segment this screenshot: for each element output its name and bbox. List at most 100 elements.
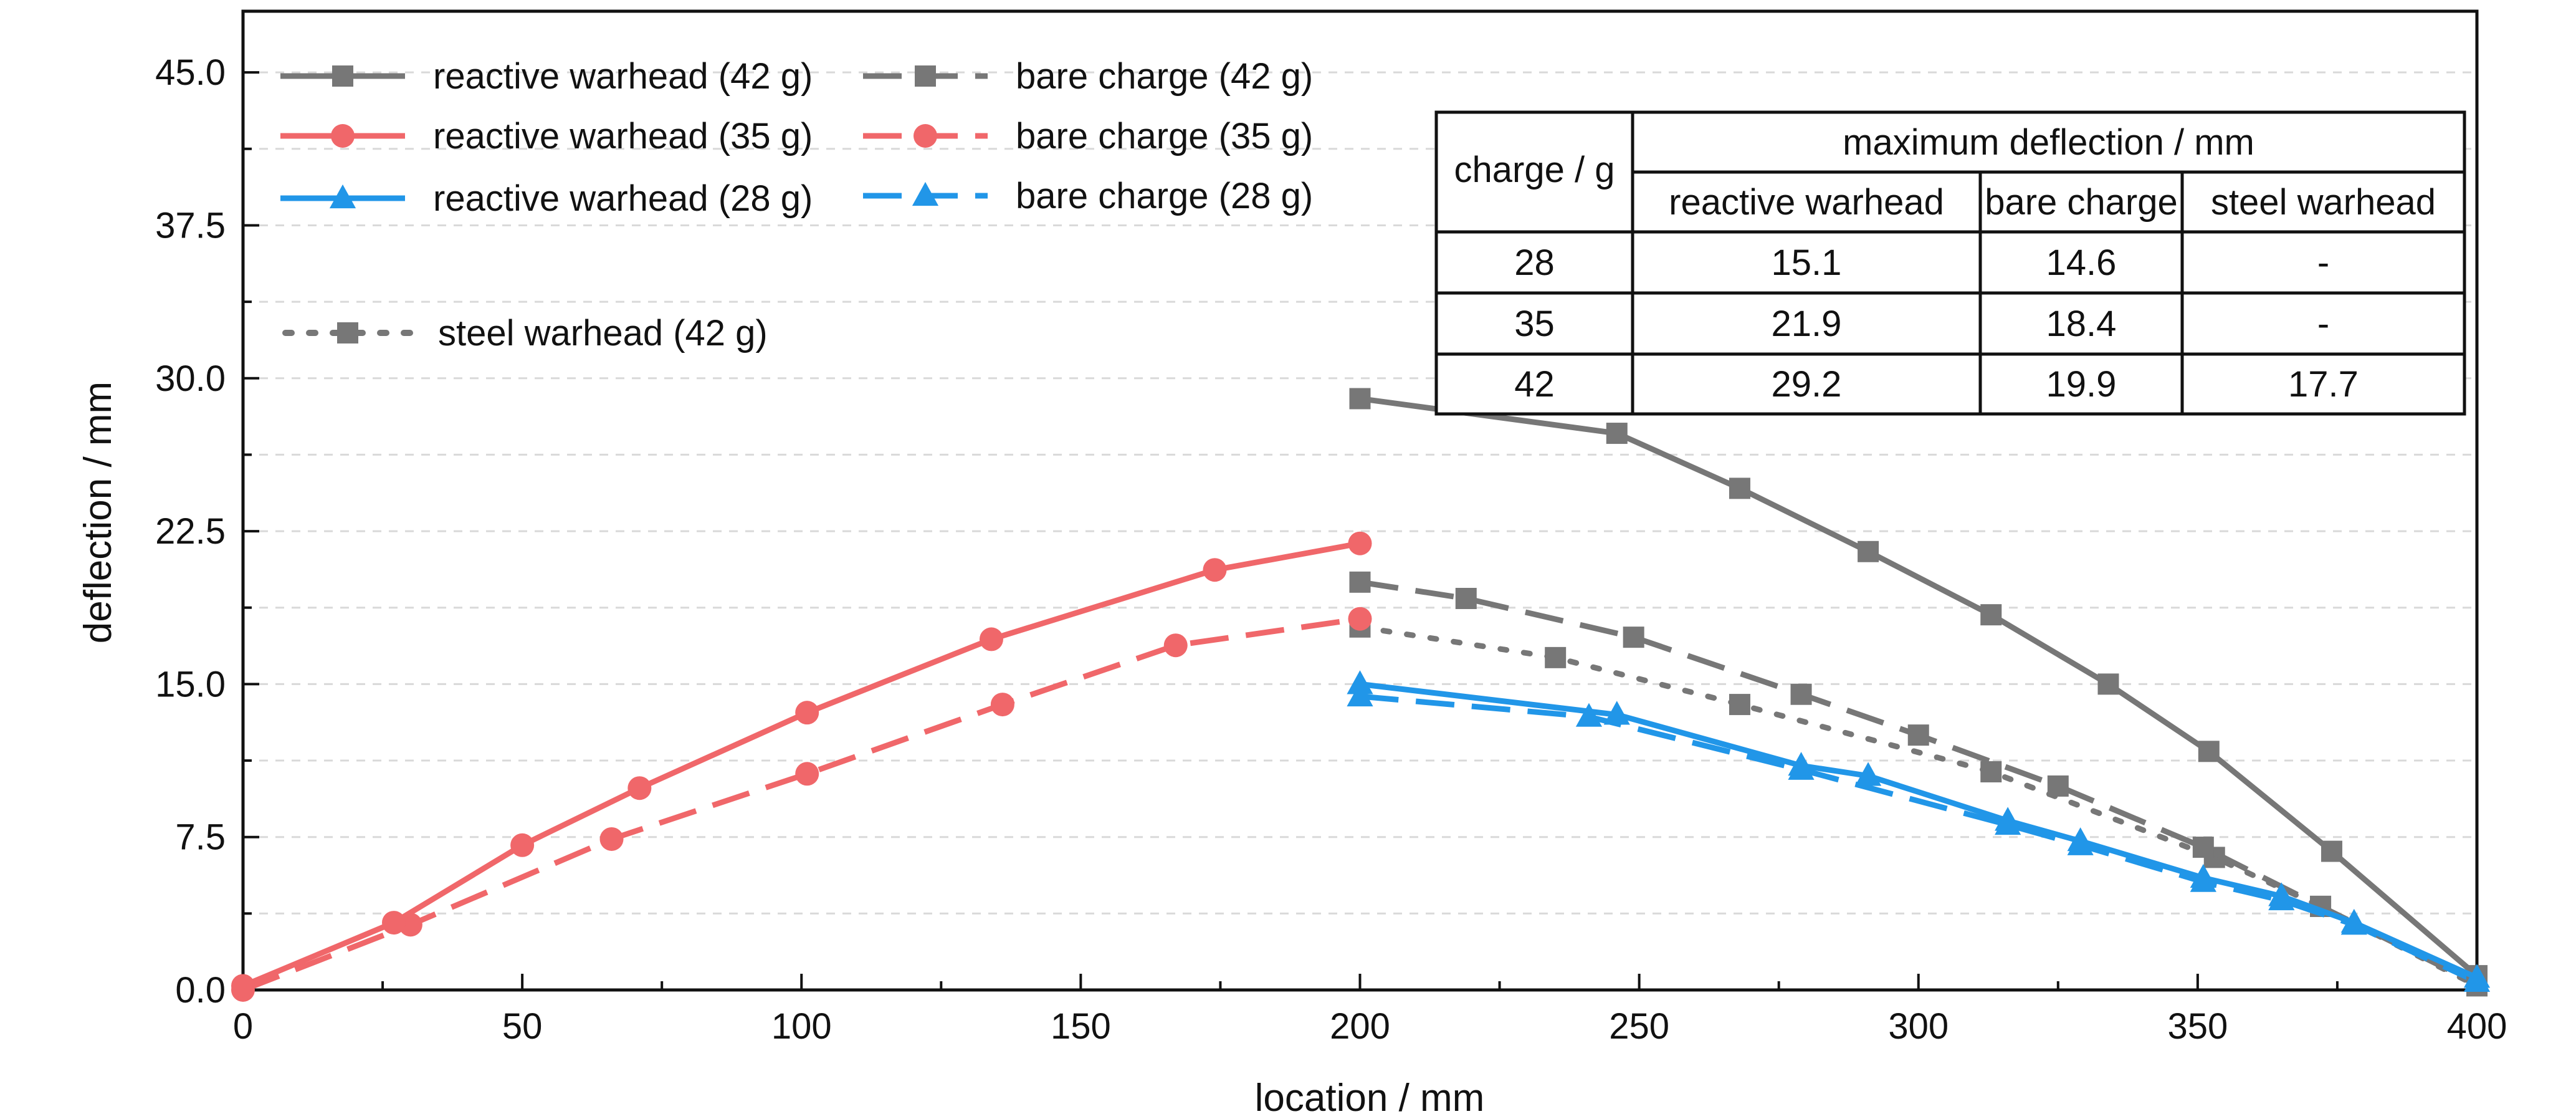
series-line (242, 540, 1361, 989)
legend-marker (331, 124, 355, 148)
legend-entry: reactive warhead (35 g) (280, 116, 813, 156)
max-deflection-table: charge / g maximum deflection / mm reactiv… (1434, 110, 2466, 416)
data-point (2067, 827, 2094, 852)
x-tick-label: 200 (1330, 1006, 1390, 1047)
legend-marker (332, 65, 353, 87)
data-point (1348, 607, 1372, 631)
legend-label: bare charge (35 g) (1016, 116, 1313, 156)
data-point (1606, 423, 1628, 444)
data-point (2321, 840, 2342, 862)
x-tick-label: 0 (233, 1006, 253, 1047)
data-point (1349, 571, 1371, 593)
table-cell: 35 (1514, 304, 1555, 344)
data-point (2190, 863, 2216, 888)
x-tick-label: 400 (2447, 1006, 2507, 1047)
table-border (1434, 110, 2466, 416)
data-point (990, 693, 1014, 717)
y-tick-label: 15.0 (155, 664, 226, 704)
legend-marker (914, 124, 937, 148)
table-cell: 17.7 (2288, 364, 2359, 405)
data-point (2097, 673, 2119, 695)
legend-label: bare charge (28 g) (1016, 176, 1313, 216)
data-point (1603, 701, 1630, 725)
table-cell: 29.2 (1772, 364, 1842, 405)
series-line (1359, 395, 2479, 978)
data-point (795, 701, 819, 725)
data-point (2268, 882, 2295, 906)
data-point (1163, 633, 1188, 658)
data-point (1347, 682, 1373, 707)
legend-label: reactive warhead (42 g) (433, 56, 813, 97)
data-point (1545, 646, 1567, 668)
axes: 0 50 100 150 200 250 300 350 400 0.0 7.5 15.0 22.5 30… (155, 9, 2507, 1047)
table-column-header: steel warhead (2211, 182, 2436, 223)
series-3 (1349, 571, 2488, 995)
data-point (2047, 775, 2069, 797)
series-line (1359, 579, 2478, 987)
y-tick-label: 22.5 (155, 511, 226, 552)
data-point (795, 762, 819, 786)
series-2 (1347, 670, 2491, 988)
table-cell: 21.9 (1772, 304, 1842, 344)
table-column-header: bare charge (1985, 182, 2178, 223)
data-point (1855, 762, 1882, 786)
data-point (1203, 558, 1227, 582)
data-point (1349, 388, 1371, 410)
y-tick-label: 30.0 (155, 358, 226, 399)
data-point (1455, 588, 1477, 609)
legend-label: bare charge (42 g) (1016, 56, 1313, 97)
x-tick-label: 300 (1888, 1006, 1949, 1047)
legend: reactive warhead (42 g) reactive warhead … (280, 56, 1313, 353)
data-point (1575, 703, 1603, 727)
data-point (2340, 908, 2367, 933)
legend-label: steel warhead (42 g) (438, 313, 768, 353)
legend-label: reactive warhead (28 g) (433, 178, 813, 219)
table-cell: 18.4 (2046, 304, 2117, 344)
data-point (1729, 478, 1750, 499)
legend-entry: bare charge (28 g) (863, 176, 1313, 216)
x-tick-label: 250 (1609, 1006, 1669, 1047)
y-tick-label: 0.0 (175, 970, 226, 1011)
data-point (1348, 531, 1372, 555)
data-point (1788, 752, 1815, 776)
table-cell: 15.1 (1772, 243, 1842, 283)
series-line (1357, 624, 2480, 989)
data-point (627, 776, 652, 800)
legend-label: reactive warhead (35 g) (433, 116, 813, 156)
data-point (1729, 694, 1750, 716)
legend-entry: reactive warhead (42 g) (280, 56, 813, 97)
data-point (1623, 627, 1644, 648)
data-point (979, 627, 1003, 651)
legend-entry: bare charge (35 g) (863, 116, 1313, 156)
series-6 (1349, 616, 2488, 997)
legend-marker (337, 322, 358, 343)
x-axis-title: location / mm (1255, 1077, 1485, 1119)
series-4 (231, 607, 1372, 1002)
table-cell: 42 (1514, 364, 1555, 405)
series-line (1359, 681, 2478, 981)
legend-entry: steel warhead (42 g) (282, 313, 768, 353)
table-header-max-deflection: maximum deflection / mm (1843, 122, 2254, 163)
data-point (1980, 604, 2002, 626)
y-tick-label: 37.5 (155, 205, 226, 246)
y-tick-label: 7.5 (175, 817, 226, 858)
legend-marker (329, 184, 356, 209)
legend-marker (912, 181, 939, 206)
data-point (1858, 540, 1879, 562)
y-axis-title: deflection / mm (77, 382, 120, 643)
series-layer (231, 388, 2491, 1002)
legend-entry: bare charge (42 g) (863, 56, 1313, 97)
table-cell: - (2317, 304, 2329, 344)
data-point (2198, 741, 2220, 762)
series-1 (231, 531, 1372, 998)
data-point (381, 911, 406, 935)
data-point (2192, 837, 2214, 858)
data-point (599, 827, 624, 851)
x-tick-label: 100 (771, 1006, 832, 1047)
data-point (1980, 761, 2002, 783)
data-point (1907, 724, 1929, 746)
data-point (231, 974, 255, 998)
table-cell: 28 (1514, 243, 1555, 283)
table-cell: - (2317, 243, 2329, 283)
x-tick-label: 350 (2167, 1006, 2228, 1047)
